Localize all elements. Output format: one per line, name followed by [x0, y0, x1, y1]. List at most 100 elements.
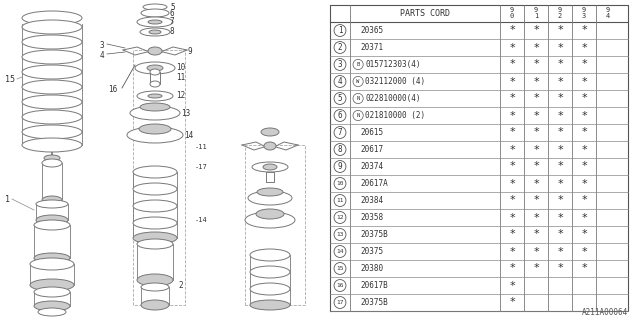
- Text: *: *: [581, 76, 587, 86]
- Text: 20358: 20358: [360, 213, 383, 222]
- Text: *: *: [557, 76, 563, 86]
- Text: *: *: [509, 212, 515, 222]
- Text: *: *: [581, 26, 587, 36]
- Circle shape: [334, 245, 346, 258]
- Text: 10: 10: [336, 181, 344, 186]
- Circle shape: [334, 297, 346, 308]
- Text: N: N: [356, 96, 360, 101]
- Ellipse shape: [148, 47, 162, 55]
- Text: *: *: [533, 127, 539, 138]
- Text: *: *: [509, 298, 515, 308]
- Text: A211A00064: A211A00064: [582, 308, 628, 317]
- Text: 20617: 20617: [360, 145, 383, 154]
- Ellipse shape: [127, 127, 183, 143]
- Text: *: *: [533, 26, 539, 36]
- Text: 8: 8: [170, 28, 175, 36]
- Text: 9
3: 9 3: [582, 7, 586, 20]
- Text: *: *: [509, 246, 515, 257]
- Circle shape: [334, 76, 346, 87]
- Text: W: W: [356, 79, 360, 84]
- Text: 6: 6: [170, 9, 175, 18]
- Text: 9
0: 9 0: [510, 7, 514, 20]
- Ellipse shape: [22, 35, 82, 49]
- Circle shape: [334, 262, 346, 275]
- Text: 021810000 (2): 021810000 (2): [365, 111, 426, 120]
- Ellipse shape: [264, 142, 276, 150]
- Ellipse shape: [42, 159, 62, 167]
- Text: 20615: 20615: [360, 128, 383, 137]
- Text: B: B: [356, 62, 360, 67]
- Text: *: *: [533, 60, 539, 69]
- Text: *: *: [509, 145, 515, 155]
- Text: *: *: [509, 162, 515, 172]
- Text: 4: 4: [338, 77, 342, 86]
- Text: *: *: [509, 110, 515, 121]
- Circle shape: [334, 195, 346, 206]
- Ellipse shape: [141, 9, 169, 17]
- Ellipse shape: [133, 232, 177, 244]
- Text: 5: 5: [338, 94, 342, 103]
- Circle shape: [334, 161, 346, 172]
- Text: *: *: [557, 43, 563, 52]
- Text: *: *: [557, 179, 563, 188]
- Text: *: *: [581, 229, 587, 239]
- Ellipse shape: [150, 69, 160, 75]
- Ellipse shape: [22, 65, 82, 79]
- Circle shape: [334, 144, 346, 156]
- Text: *: *: [557, 127, 563, 138]
- Text: *: *: [533, 229, 539, 239]
- Text: *: *: [557, 26, 563, 36]
- Bar: [150, 72, 160, 84]
- Circle shape: [353, 110, 364, 121]
- Text: 12: 12: [336, 215, 344, 220]
- Text: 6: 6: [338, 111, 342, 120]
- Ellipse shape: [130, 106, 180, 120]
- Ellipse shape: [245, 212, 295, 228]
- Text: 13: 13: [181, 108, 190, 117]
- Ellipse shape: [137, 274, 173, 286]
- Text: *: *: [581, 110, 587, 121]
- Text: *: *: [557, 263, 563, 274]
- Text: 1: 1: [338, 26, 342, 35]
- Text: *: *: [557, 93, 563, 103]
- Ellipse shape: [150, 81, 160, 87]
- Circle shape: [334, 126, 346, 139]
- Text: *: *: [557, 60, 563, 69]
- Ellipse shape: [248, 191, 292, 205]
- Ellipse shape: [34, 301, 70, 311]
- Text: 20371: 20371: [360, 43, 383, 52]
- Circle shape: [353, 76, 364, 87]
- Text: *: *: [509, 26, 515, 36]
- Ellipse shape: [143, 4, 167, 10]
- Text: *: *: [509, 196, 515, 205]
- Text: *: *: [533, 196, 539, 205]
- Text: *: *: [509, 43, 515, 52]
- Text: 16: 16: [336, 283, 344, 288]
- Circle shape: [334, 228, 346, 240]
- Ellipse shape: [34, 220, 70, 230]
- Ellipse shape: [252, 162, 288, 172]
- Ellipse shape: [250, 300, 290, 310]
- Circle shape: [353, 60, 364, 69]
- Text: *: *: [581, 162, 587, 172]
- Text: *: *: [557, 162, 563, 172]
- Text: *: *: [533, 179, 539, 188]
- Text: 8: 8: [338, 145, 342, 154]
- Text: 14: 14: [336, 249, 344, 254]
- Circle shape: [334, 178, 346, 189]
- Text: *: *: [509, 60, 515, 69]
- Ellipse shape: [22, 11, 82, 25]
- Ellipse shape: [22, 138, 82, 152]
- Text: 12: 12: [176, 92, 185, 100]
- Text: 16: 16: [108, 85, 117, 94]
- Ellipse shape: [36, 215, 68, 225]
- Ellipse shape: [22, 110, 82, 124]
- Text: *: *: [581, 43, 587, 52]
- Text: N: N: [356, 113, 360, 118]
- Text: *: *: [509, 263, 515, 274]
- Text: *: *: [533, 162, 539, 172]
- Ellipse shape: [22, 50, 82, 64]
- Ellipse shape: [256, 209, 284, 219]
- Ellipse shape: [34, 287, 70, 297]
- Text: *: *: [581, 196, 587, 205]
